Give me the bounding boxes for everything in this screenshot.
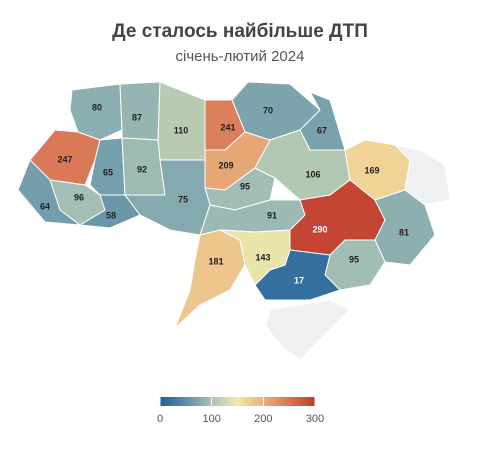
region: [219, 229, 291, 286]
region-value-label: 110: [174, 125, 189, 135]
region-value-label: 169: [364, 165, 379, 175]
colorbar-tick-label: 300: [306, 413, 324, 425]
region-value-label: 67: [317, 125, 327, 135]
region-value-label: 75: [178, 194, 188, 204]
region-value-label: 81: [399, 227, 409, 237]
region-value-label: 80: [92, 102, 102, 112]
region-value-label: 106: [305, 169, 320, 179]
region-no-data: [264, 299, 351, 361]
region-value-label: 241: [220, 122, 235, 132]
region-value-label: 92: [137, 164, 147, 174]
region: [124, 159, 211, 236]
region-value-label: 58: [106, 210, 116, 220]
subtitle: січень-лютий 2024: [176, 48, 305, 65]
regions: [17, 81, 436, 329]
region: [119, 81, 161, 141]
region-value-label: 95: [349, 254, 359, 264]
region-value-label: 87: [132, 112, 142, 122]
region: [17, 159, 82, 226]
region-value-label: 96: [74, 192, 84, 202]
region-value-label: 209: [218, 160, 233, 170]
colorbar: [160, 397, 315, 406]
region-value-label: 143: [255, 252, 270, 262]
region-value-label: 290: [312, 224, 327, 234]
region-value-label: 247: [57, 154, 72, 164]
region-value-label: 65: [103, 167, 113, 177]
colorbar-tick-label: 0: [157, 413, 163, 425]
region: [157, 81, 206, 161]
region-value-label: 91: [267, 210, 277, 220]
region: [174, 229, 246, 329]
colorbar-tick-label: 200: [254, 413, 272, 425]
no-data-regions: [264, 144, 451, 361]
legend: 0 100 200 300: [157, 397, 324, 425]
region-value-label: 70: [263, 105, 273, 115]
region-value-label: 17: [294, 275, 304, 285]
region-value-label: 64: [40, 201, 50, 211]
region: [374, 189, 436, 266]
region-value-label: 95: [240, 181, 250, 191]
region-labels: 80 87 110 70 67 241 209 95 247 65 92 96 64 58 75 106 169…: [40, 102, 409, 285]
title: Де сталось найбільше ДТП: [112, 21, 368, 42]
region-value-label: 181: [208, 256, 223, 266]
colorbar-tick-label: 100: [202, 413, 220, 425]
